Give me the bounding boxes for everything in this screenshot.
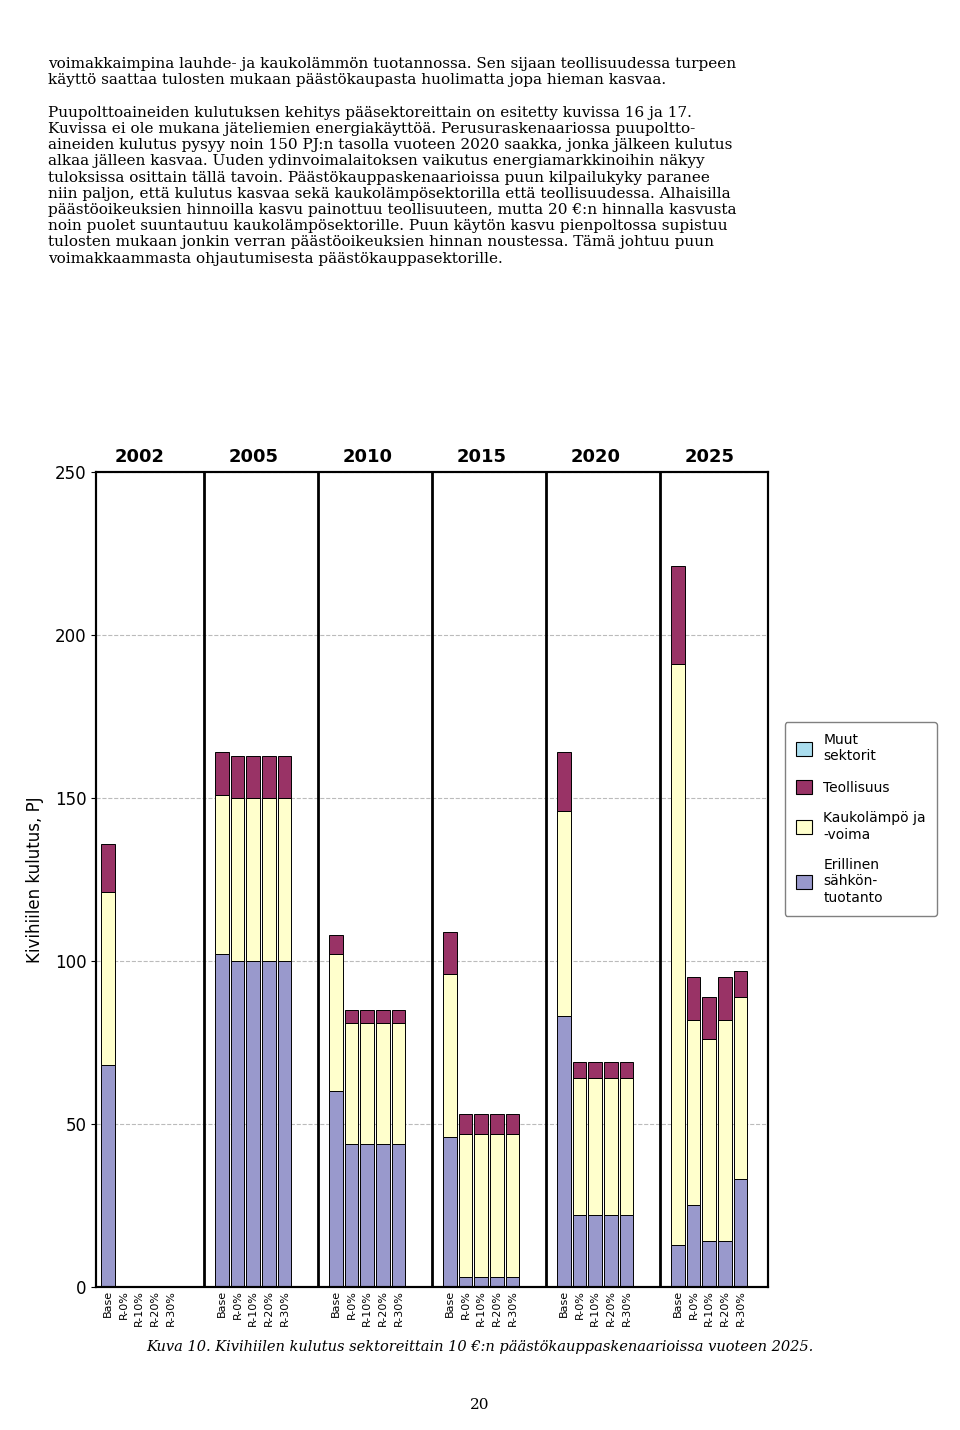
Bar xyxy=(329,1091,343,1287)
Bar xyxy=(490,1134,504,1277)
Bar xyxy=(345,1022,358,1144)
Bar xyxy=(101,1065,115,1287)
Bar xyxy=(329,954,343,1091)
Bar xyxy=(247,798,260,961)
Bar xyxy=(277,798,291,961)
Bar xyxy=(718,1020,732,1241)
Bar xyxy=(718,1241,732,1287)
Bar xyxy=(230,961,245,1287)
Bar xyxy=(671,566,684,665)
Y-axis label: Kivihiilen kulutus, PJ: Kivihiilen kulutus, PJ xyxy=(26,797,43,962)
Bar xyxy=(671,1244,684,1287)
Bar xyxy=(444,931,457,974)
Bar xyxy=(733,971,747,997)
Bar xyxy=(573,1078,587,1216)
Bar xyxy=(101,892,115,1065)
Bar xyxy=(215,954,228,1287)
Bar xyxy=(459,1114,472,1134)
Bar xyxy=(573,1062,587,1078)
Bar xyxy=(619,1062,634,1078)
Bar xyxy=(619,1216,634,1287)
Bar xyxy=(101,844,115,892)
Bar xyxy=(345,1144,358,1287)
Bar xyxy=(604,1078,617,1216)
Bar xyxy=(733,997,747,1180)
Bar xyxy=(247,755,260,798)
Bar xyxy=(392,1010,405,1022)
Bar xyxy=(733,1180,747,1287)
Bar xyxy=(619,1078,634,1216)
Bar xyxy=(604,1216,617,1287)
Bar xyxy=(474,1277,488,1287)
Bar xyxy=(506,1114,519,1134)
Bar xyxy=(215,752,228,795)
Bar xyxy=(360,1010,374,1022)
Bar xyxy=(262,798,276,961)
Bar xyxy=(376,1022,390,1144)
Bar xyxy=(474,1134,488,1277)
Bar xyxy=(262,961,276,1287)
Bar xyxy=(703,1040,716,1241)
Text: Kuva 10. Kivihiilen kulutus sektoreittain 10 €:n päästökauppaskenaarioissa vuote: Kuva 10. Kivihiilen kulutus sektoreittai… xyxy=(146,1340,814,1354)
Bar xyxy=(376,1144,390,1287)
Bar xyxy=(277,961,291,1287)
Bar xyxy=(444,1137,457,1287)
Bar xyxy=(376,1010,390,1022)
Bar xyxy=(392,1144,405,1287)
Legend: Muut
sektorit, Teollisuus, Kaukolämpö ja
-voima, Erillinen
sähkön-
tuotanto: Muut sektorit, Teollisuus, Kaukolämpö ja… xyxy=(784,722,937,915)
Bar xyxy=(459,1134,472,1277)
Bar xyxy=(490,1114,504,1134)
Bar xyxy=(392,1022,405,1144)
Bar xyxy=(277,755,291,798)
Bar xyxy=(444,974,457,1137)
Bar xyxy=(360,1144,374,1287)
Bar xyxy=(230,798,245,961)
Bar xyxy=(247,961,260,1287)
Bar xyxy=(474,1114,488,1134)
Bar xyxy=(588,1078,602,1216)
Bar xyxy=(262,755,276,798)
Bar xyxy=(718,977,732,1020)
Bar xyxy=(573,1216,587,1287)
Bar xyxy=(604,1062,617,1078)
Bar xyxy=(230,755,245,798)
Bar xyxy=(557,1017,571,1287)
Bar xyxy=(588,1062,602,1078)
Bar xyxy=(506,1134,519,1277)
Bar xyxy=(360,1022,374,1144)
Bar xyxy=(490,1277,504,1287)
Bar xyxy=(345,1010,358,1022)
Bar xyxy=(557,811,571,1017)
Bar xyxy=(329,935,343,954)
Bar xyxy=(588,1216,602,1287)
Bar xyxy=(557,752,571,811)
Text: 20: 20 xyxy=(470,1397,490,1411)
Bar xyxy=(686,1205,701,1287)
Bar xyxy=(671,665,684,1244)
Bar xyxy=(703,997,716,1040)
Bar xyxy=(686,1020,701,1205)
Bar xyxy=(459,1277,472,1287)
Bar xyxy=(506,1277,519,1287)
Bar xyxy=(215,795,228,954)
Bar xyxy=(703,1241,716,1287)
Text: voimakkaimpina lauhde- ja kaukolämmön tuotannossa. Sen sijaan teollisuudessa tur: voimakkaimpina lauhde- ja kaukolämmön tu… xyxy=(48,57,736,266)
Bar xyxy=(686,977,701,1020)
